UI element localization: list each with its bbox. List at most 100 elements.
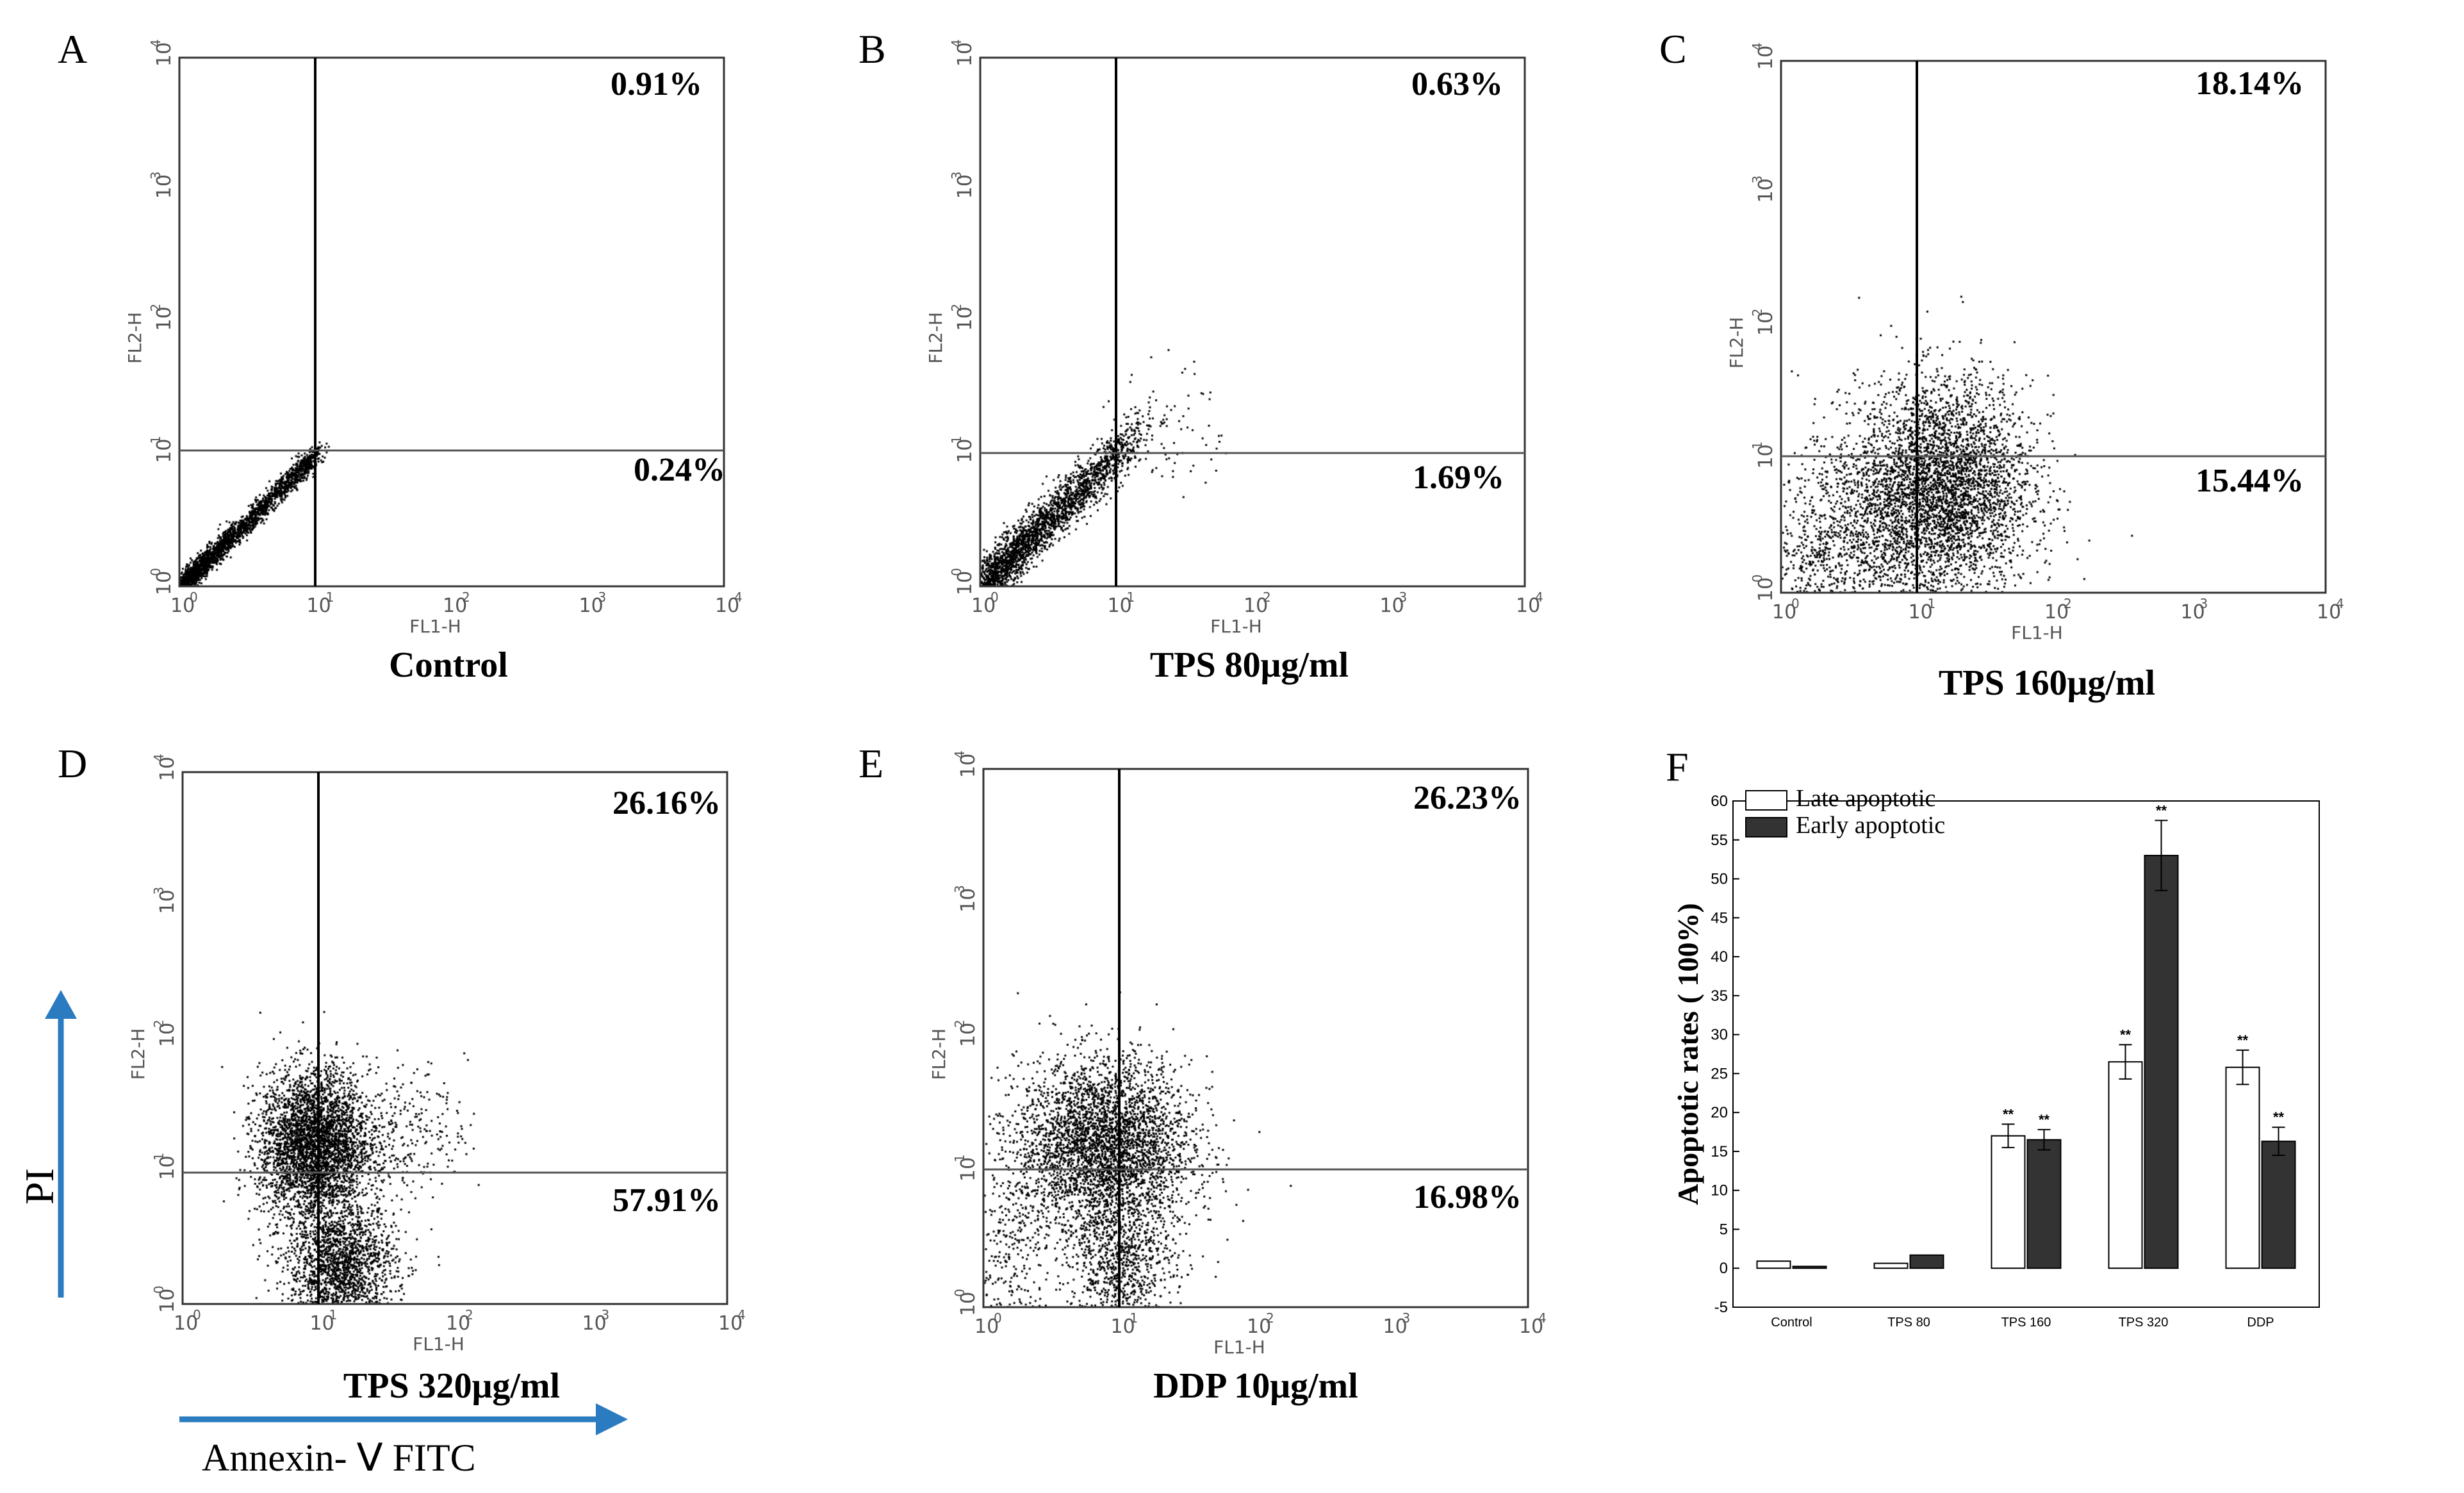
x-tick-exponent: 4 (1538, 1310, 1547, 1326)
legend-label: Early apoptotic (1796, 812, 1945, 839)
bar (1873, 1262, 1909, 1269)
y-tick-label: 103 (1750, 176, 1777, 203)
x-tick-label: TPS 160 (2001, 1316, 2051, 1330)
y-tick-label: 103 (949, 172, 976, 199)
svg-text:4: 4 (949, 39, 964, 47)
svg-text:2: 2 (949, 304, 964, 312)
lower-right-percent: 57.91% (612, 1182, 721, 1219)
y-tick-label: 40 (1711, 948, 1728, 966)
svg-text:10: 10 (1755, 444, 1777, 468)
panel-letter-d: D (58, 741, 88, 786)
svg-text:10: 10 (957, 754, 980, 778)
flow-plot-a: 0.91% 0.24% 10 0 10 0 10 1 10 1 10 2 10 2 10 3 10 3 10 4 1… (124, 39, 743, 637)
bar (1792, 1266, 1827, 1269)
legend-swatch (1745, 790, 1787, 811)
bar (2144, 855, 2179, 1269)
x-tick-label: 10 (2181, 601, 2205, 623)
svg-text:10: 10 (156, 1023, 179, 1047)
flow-plot-e: 26.23% 16.98% 10 0 10 0 10 1 10 1 10 2 10 2 10 3 10 3 10… (928, 750, 1547, 1358)
upper-right-percent: 18.14% (2196, 65, 2304, 102)
y-tick-label: 101 (952, 1154, 980, 1182)
plot-frame (979, 56, 1526, 588)
svg-text:10: 10 (957, 1292, 980, 1316)
x-tick-label: Control (1771, 1316, 1812, 1330)
svg-text:2: 2 (952, 1019, 967, 1028)
svg-text:0: 0 (949, 568, 964, 576)
svg-text:3: 3 (949, 172, 964, 180)
significance-marker: ** (2237, 1032, 2249, 1048)
bar (2225, 1066, 2260, 1269)
x-tick-exponent: 4 (737, 1307, 746, 1323)
svg-text:1: 1 (148, 436, 163, 444)
x-tick-label: 10 (307, 595, 331, 617)
x-tick-label: 10 (174, 1312, 198, 1335)
svg-text:10: 10 (153, 174, 176, 199)
plot-frame (982, 768, 1529, 1308)
x-tick-exponent: 0 (1791, 596, 1800, 611)
y-tick-label: 104 (148, 39, 176, 67)
y-tick-label: 104 (151, 754, 179, 781)
x-tick-label: TPS 320 (2119, 1316, 2169, 1330)
x-tick-label: 10 (1519, 1316, 1543, 1338)
x-tick-label: 10 (1516, 595, 1540, 617)
y-tick-label: 25 (1711, 1065, 1728, 1082)
plot-frame (1780, 60, 2327, 594)
y-tick-label: -5 (1714, 1299, 1728, 1316)
x-tick-exponent: 1 (326, 590, 334, 605)
svg-text:10: 10 (1755, 577, 1777, 602)
significance-marker: ** (2120, 1027, 2131, 1043)
pi-axis-label: PI (17, 1168, 62, 1205)
x-tick-exponent: 2 (462, 590, 470, 605)
y-tick-label: 102 (1750, 308, 1777, 336)
y-tick-label: 103 (952, 885, 980, 912)
y-tick-label: 101 (949, 436, 976, 463)
legend-swatch (1745, 817, 1787, 837)
bar (1909, 1254, 1944, 1269)
flow-plot-d: 26.16% 57.91% 10 0 10 0 10 1 10 1 10 2 10 2 10 3 10 3 10… (127, 754, 746, 1355)
condition-label-a: Control (389, 645, 508, 685)
x-tick-label: 10 (1909, 601, 1933, 623)
upper-right-percent: 26.16% (612, 785, 721, 821)
lower-right-percent: 1.69% (1413, 459, 1504, 496)
x-tick-exponent: 1 (1127, 590, 1135, 605)
svg-text:10: 10 (954, 306, 976, 331)
x-tick-exponent: 0 (193, 1307, 201, 1323)
condition-label-c: TPS 160μg/ml (1938, 663, 2156, 703)
y-tick-label: 100 (1750, 574, 1777, 602)
y-tick-label: 103 (148, 172, 176, 199)
bar-plot-frame (1732, 800, 2320, 1308)
significance-marker: ** (2273, 1109, 2285, 1125)
flow-plot-b: 0.63% 1.69% 10 0 10 0 10 1 10 1 10 2 10 2 10 3 10 3 10 4 1… (925, 39, 1543, 637)
y-tick-label: 55 (1711, 832, 1728, 849)
y-tick-label: 45 (1711, 909, 1728, 927)
bar (2026, 1139, 2062, 1269)
svg-text:4: 4 (151, 754, 167, 762)
x-tick-label: 10 (443, 595, 467, 617)
plot-frame (181, 771, 728, 1305)
x-tick-exponent: 1 (1130, 1310, 1138, 1326)
y-tick-label: 50 (1711, 871, 1728, 888)
x-tick-label: 10 (582, 1312, 607, 1335)
x-tick-label: DDP (2247, 1316, 2274, 1330)
y-tick-label: 10 (1711, 1182, 1728, 1200)
x-channel-label: FL1-H (413, 1333, 464, 1355)
y-tick-label: 100 (952, 1289, 980, 1316)
y-tick-label: 60 (1711, 793, 1728, 810)
x-tick-label: 10 (446, 1312, 470, 1335)
svg-text:4: 4 (148, 39, 163, 47)
x-channel-label: FL1-H (1210, 616, 1262, 637)
x-tick-label: TPS 80 (1887, 1316, 1930, 1330)
x-tick-label: 10 (718, 1312, 743, 1335)
x-tick-exponent: 3 (2200, 596, 2208, 611)
bar (1756, 1260, 1791, 1269)
x-tick-exponent: 2 (2064, 596, 2072, 611)
y-tick-label: 101 (151, 1153, 179, 1180)
svg-text:0: 0 (1750, 574, 1765, 582)
x-tick-exponent: 2 (1266, 1310, 1274, 1326)
y-channel-label: FL2-H (928, 1028, 949, 1080)
x-tick-label: 10 (2317, 601, 2341, 623)
lower-right-percent: 0.24% (634, 452, 725, 488)
legend-label: Late apoptotic (1796, 785, 1935, 812)
y-tick-label: 104 (1750, 42, 1777, 70)
svg-text:10: 10 (1755, 45, 1777, 70)
